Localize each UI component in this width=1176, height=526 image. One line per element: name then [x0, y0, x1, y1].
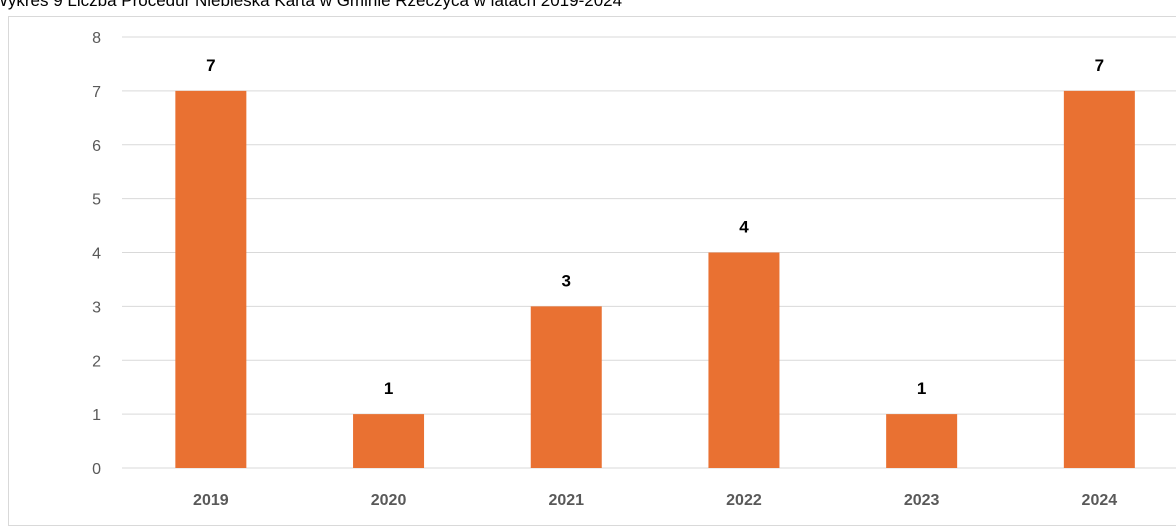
x-tick-label: 2021 — [548, 492, 584, 509]
data-label: 4 — [739, 218, 749, 237]
y-tick-label: 6 — [92, 138, 101, 155]
data-label: 7 — [206, 56, 215, 75]
x-tick-label: 2024 — [1082, 492, 1118, 509]
bar — [708, 252, 780, 468]
chart-title: Wykres 9 Liczba Procedur Niebieska Karta… — [0, 0, 623, 10]
bar — [530, 306, 602, 468]
bar — [175, 90, 247, 468]
y-tick-label: 0 — [92, 461, 101, 478]
bar — [353, 414, 425, 468]
x-tick-label: 2019 — [193, 492, 229, 509]
x-tick-label: 2022 — [726, 492, 762, 509]
bar — [886, 414, 958, 468]
y-tick-label: 3 — [92, 299, 101, 316]
bar — [1063, 90, 1135, 468]
y-tick-label: 1 — [92, 407, 101, 424]
data-label: 7 — [1095, 56, 1104, 75]
y-tick-label: 4 — [92, 246, 101, 263]
data-label: 1 — [384, 379, 393, 398]
data-label: 1 — [917, 379, 926, 398]
y-tick-label: 8 — [92, 30, 101, 47]
y-tick-label: 5 — [92, 192, 101, 209]
data-label: 3 — [562, 271, 571, 290]
x-tick-label: 2020 — [371, 492, 407, 509]
x-tick-label: 2023 — [904, 492, 940, 509]
y-tick-label: 7 — [92, 84, 101, 101]
y-tick-label: 2 — [92, 353, 101, 370]
